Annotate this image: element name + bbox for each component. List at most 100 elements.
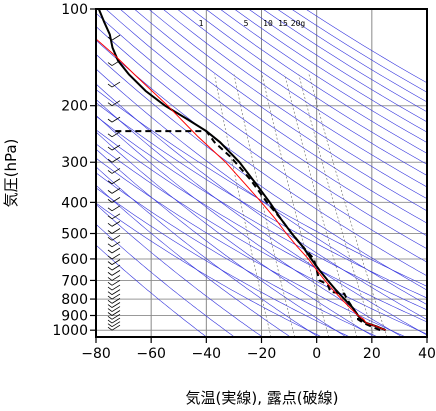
wind-barb xyxy=(111,213,121,220)
wind-barb-flag xyxy=(107,300,113,304)
wind-barb xyxy=(111,168,121,174)
dry-adiabat-230 xyxy=(96,244,207,337)
wind-barb-flag xyxy=(107,243,113,248)
profile-series xyxy=(96,9,386,332)
mixing-ratio-line-1 xyxy=(214,74,272,337)
moist-adiabat-280 xyxy=(96,187,351,337)
wind-barb xyxy=(111,264,121,271)
dry-adiabat-360 xyxy=(96,26,427,263)
y-tick-label-1000: 1000 xyxy=(52,323,88,339)
wind-barb-flag xyxy=(107,236,113,241)
wind-barb xyxy=(111,284,121,291)
wind-barb xyxy=(111,317,121,324)
dry-adiabat-390 xyxy=(119,9,427,224)
moist-adiabat-270 xyxy=(96,202,323,337)
x-tick-label--60: −60 xyxy=(136,346,166,362)
wind-barb xyxy=(111,144,121,151)
x-tick-label-20: 20 xyxy=(363,346,381,362)
wind-barb-flag xyxy=(107,215,113,220)
wind-barb-flag xyxy=(107,255,113,260)
dry-adiabat-420 xyxy=(162,9,427,188)
wind-barb xyxy=(111,241,121,248)
adiabat-lines xyxy=(96,9,427,337)
series-solid-red xyxy=(96,38,386,331)
x-tick-label--20: −20 xyxy=(247,346,277,362)
mixing-ratio-line-15 xyxy=(298,74,375,337)
moist-adiabat-350 xyxy=(96,89,427,287)
wind-barb-flag xyxy=(107,223,113,227)
dry-adiabat-310 xyxy=(96,99,427,336)
moist-adiabat-330 xyxy=(96,115,427,311)
wind-barb-flag xyxy=(107,118,113,123)
wind-barb xyxy=(111,324,121,331)
dry-adiabat-380 xyxy=(105,9,427,237)
wind-barb xyxy=(111,293,121,300)
wind-barb xyxy=(111,81,121,88)
x-tick-label-40: 40 xyxy=(418,346,436,362)
dry-adiabat-270 xyxy=(96,166,319,337)
wind-barb xyxy=(111,188,121,194)
dry-adiabat-330 xyxy=(96,68,427,305)
wind-barb xyxy=(111,310,121,316)
x-tick-label--40: −40 xyxy=(192,346,222,362)
dry-adiabat-250 xyxy=(96,203,263,337)
wind-barb xyxy=(111,178,121,185)
wind-barb-flag xyxy=(107,266,113,271)
dry-adiabat-340 xyxy=(96,53,427,291)
mixing-ratio-line-20 xyxy=(308,74,388,337)
wind-barb xyxy=(111,313,121,320)
x-tick-label--80: −80 xyxy=(81,346,111,362)
wind-barb-flag xyxy=(107,272,113,276)
wind-barb-flag xyxy=(107,291,113,295)
wind-barb xyxy=(111,275,121,281)
wind-barb xyxy=(111,289,121,295)
dry-adiabat-440 xyxy=(191,9,427,165)
x-axis-title: 気温(実線), 露点(破線) xyxy=(186,389,339,407)
wind-barb xyxy=(111,253,121,260)
wind-barb-flag xyxy=(107,261,113,265)
moist-adiabat-310 xyxy=(96,143,427,335)
dry-adiabat-300 xyxy=(96,115,403,337)
wind-barb xyxy=(111,116,121,123)
wind-barb xyxy=(111,298,121,304)
wind-barb xyxy=(111,221,121,227)
wind-barb-flag xyxy=(107,102,113,107)
y-tick-label-700: 700 xyxy=(61,273,88,289)
wind-barb-flag xyxy=(107,170,113,174)
moist-adiabat-320 xyxy=(96,129,427,323)
y-tick-label-900: 900 xyxy=(61,308,88,324)
wind-barb xyxy=(111,321,121,328)
dry-adiabat-240 xyxy=(96,223,235,337)
wind-barb-flag xyxy=(107,249,113,254)
wind-barb-flag xyxy=(107,295,113,300)
mixing-ratio-lines xyxy=(214,74,388,337)
wind-barb xyxy=(111,34,121,41)
dry-adiabat-410 xyxy=(148,9,427,200)
wind-barbs xyxy=(107,34,121,331)
isotherm-gridlines xyxy=(96,9,427,337)
moist-adiabat-340 xyxy=(96,102,427,299)
wind-barb xyxy=(111,131,121,138)
wind-barb xyxy=(111,302,121,308)
mixing-ratio-line-10 xyxy=(284,74,358,337)
wind-barb xyxy=(111,228,121,234)
y-tick-label-200: 200 xyxy=(61,99,88,115)
y-tick-label-100: 100 xyxy=(61,2,88,18)
wind-barb xyxy=(111,156,121,163)
y-tick-label-400: 400 xyxy=(61,195,88,211)
mixing-ratio-label-1: 5 xyxy=(244,19,249,28)
dry-adiabat-280 xyxy=(96,148,347,337)
moist-adiabat-290 xyxy=(96,172,378,337)
y-tick-label-500: 500 xyxy=(61,227,88,243)
dry-adiabat-400 xyxy=(134,9,427,212)
dry-adiabat-460 xyxy=(219,9,427,143)
wind-barb-flag xyxy=(107,158,113,163)
wind-barb-flag xyxy=(107,146,113,151)
wind-barb xyxy=(111,279,121,286)
wind-barb xyxy=(111,197,121,203)
wind-barb-flag xyxy=(107,315,113,320)
wind-barb-flag xyxy=(107,323,113,327)
wind-barb xyxy=(111,259,121,265)
